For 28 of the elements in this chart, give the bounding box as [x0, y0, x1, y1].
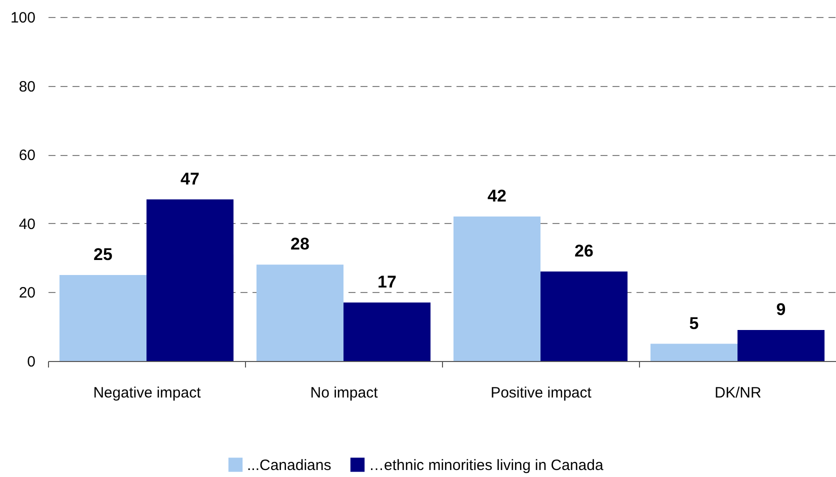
y-tick-label: 80 — [18, 78, 36, 96]
y-tick-label: 20 — [18, 284, 36, 302]
data-label: 17 — [378, 272, 396, 292]
x-tick-label: DK/NR — [714, 384, 762, 402]
x-tick-label: Negative impact — [93, 384, 202, 402]
data-label: 5 — [689, 314, 699, 333]
bar — [540, 272, 628, 361]
bar — [453, 216, 540, 361]
y-tick-label: 0 — [27, 354, 36, 370]
legend-label: …ethnic minorities living in Canada — [369, 456, 604, 474]
y-tick-label: 40 — [18, 216, 36, 233]
x-tick-label: No impact — [310, 384, 379, 402]
data-label: 26 — [574, 242, 594, 261]
bar — [738, 330, 825, 361]
bar — [256, 264, 344, 361]
data-label: 28 — [290, 234, 310, 254]
y-tick-label: 60 — [18, 147, 36, 164]
bar — [59, 275, 146, 361]
data-label: 47 — [180, 169, 200, 188]
bar — [146, 199, 234, 361]
bar — [650, 344, 738, 361]
x-tick-label: Positive impact — [490, 384, 592, 402]
data-label: 25 — [94, 245, 112, 264]
bar — [344, 302, 431, 361]
y-tick-label: 100 — [10, 10, 36, 26]
legend-label: ...Canadians — [247, 456, 332, 474]
data-label: 9 — [776, 300, 786, 320]
data-label: 42 — [488, 186, 506, 206]
